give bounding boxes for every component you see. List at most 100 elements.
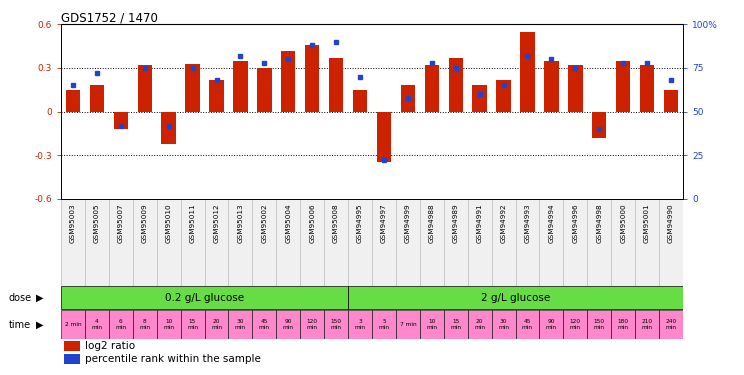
Text: 150
min: 150 min xyxy=(594,319,605,330)
Text: ▶: ▶ xyxy=(36,320,43,330)
Bar xyxy=(90,86,104,111)
Bar xyxy=(329,58,343,111)
Text: 90
min: 90 min xyxy=(546,319,557,330)
Bar xyxy=(587,199,612,286)
Text: GSM95001: GSM95001 xyxy=(644,203,650,243)
Text: 120
min: 120 min xyxy=(307,319,318,330)
Bar xyxy=(516,199,539,286)
Bar xyxy=(276,310,301,339)
Text: percentile rank within the sample: percentile rank within the sample xyxy=(85,354,260,364)
Text: 8
min: 8 min xyxy=(139,319,150,330)
Bar xyxy=(516,310,539,339)
Bar xyxy=(348,199,372,286)
Bar xyxy=(61,286,348,309)
Bar xyxy=(228,199,252,286)
Text: GSM95013: GSM95013 xyxy=(237,203,243,243)
Bar xyxy=(539,199,563,286)
Bar xyxy=(228,310,252,339)
Text: 45
min: 45 min xyxy=(259,319,270,330)
Bar xyxy=(420,199,443,286)
Bar xyxy=(61,310,85,339)
Bar xyxy=(252,310,276,339)
Text: GSM95007: GSM95007 xyxy=(118,203,124,243)
Bar xyxy=(65,90,80,111)
Bar xyxy=(496,80,510,111)
Bar xyxy=(85,199,109,286)
Text: GSM94989: GSM94989 xyxy=(453,203,459,243)
Bar xyxy=(468,199,492,286)
Bar xyxy=(181,199,205,286)
Bar xyxy=(281,51,295,111)
Bar xyxy=(425,65,439,111)
Text: 6
min: 6 min xyxy=(115,319,126,330)
Bar xyxy=(659,310,683,339)
Bar xyxy=(396,199,420,286)
Text: GSM94997: GSM94997 xyxy=(381,203,387,243)
Text: 150
min: 150 min xyxy=(330,319,341,330)
Bar xyxy=(492,199,516,286)
Text: GSM95010: GSM95010 xyxy=(166,203,172,243)
Text: GSM95003: GSM95003 xyxy=(70,203,76,243)
Bar xyxy=(587,310,612,339)
Bar xyxy=(209,80,224,111)
Bar xyxy=(161,111,176,144)
Text: GSM95004: GSM95004 xyxy=(285,203,291,243)
Text: GSM95008: GSM95008 xyxy=(333,203,339,243)
Text: GSM95005: GSM95005 xyxy=(94,203,100,243)
Bar xyxy=(301,310,324,339)
Bar xyxy=(132,199,157,286)
Bar xyxy=(157,310,181,339)
Bar xyxy=(114,111,128,129)
Bar xyxy=(205,199,228,286)
Bar xyxy=(185,64,199,111)
Text: 7 min: 7 min xyxy=(400,322,416,327)
Bar xyxy=(664,90,679,111)
Bar xyxy=(472,86,487,111)
Text: time: time xyxy=(9,320,31,330)
Bar xyxy=(205,310,228,339)
Text: 15
min: 15 min xyxy=(450,319,461,330)
Text: GDS1752 / 1470: GDS1752 / 1470 xyxy=(61,11,158,24)
Text: GSM94994: GSM94994 xyxy=(548,203,554,243)
Bar xyxy=(305,45,319,111)
Bar xyxy=(401,86,415,111)
Bar xyxy=(396,310,420,339)
Text: 4
min: 4 min xyxy=(92,319,103,330)
Bar xyxy=(64,341,80,351)
Text: 0.2 g/L glucose: 0.2 g/L glucose xyxy=(165,293,244,303)
Text: 3
min: 3 min xyxy=(355,319,365,330)
Text: GSM95000: GSM95000 xyxy=(620,203,626,243)
Bar xyxy=(372,310,396,339)
Bar xyxy=(376,111,391,162)
Bar xyxy=(545,61,559,111)
Text: GSM95009: GSM95009 xyxy=(142,203,148,243)
Bar xyxy=(612,199,635,286)
Bar xyxy=(181,310,205,339)
Bar xyxy=(61,199,85,286)
Bar xyxy=(449,58,463,111)
Text: GSM94990: GSM94990 xyxy=(668,203,674,243)
Bar xyxy=(612,310,635,339)
Bar xyxy=(640,65,654,111)
Bar xyxy=(520,32,535,111)
Bar xyxy=(616,61,630,111)
Bar xyxy=(85,310,109,339)
Bar xyxy=(348,310,372,339)
Text: log2 ratio: log2 ratio xyxy=(85,341,135,351)
Bar xyxy=(592,111,606,138)
Bar xyxy=(563,310,587,339)
Bar xyxy=(157,199,181,286)
Bar xyxy=(132,310,157,339)
Bar xyxy=(301,199,324,286)
Bar xyxy=(568,65,583,111)
Bar xyxy=(324,199,348,286)
Bar xyxy=(468,310,492,339)
Text: 5
min: 5 min xyxy=(379,319,389,330)
Bar xyxy=(443,199,468,286)
Text: dose: dose xyxy=(9,293,32,303)
Bar xyxy=(539,310,563,339)
Bar xyxy=(353,90,368,111)
Bar xyxy=(109,199,132,286)
Bar xyxy=(420,310,443,339)
Text: GSM94999: GSM94999 xyxy=(405,203,411,243)
